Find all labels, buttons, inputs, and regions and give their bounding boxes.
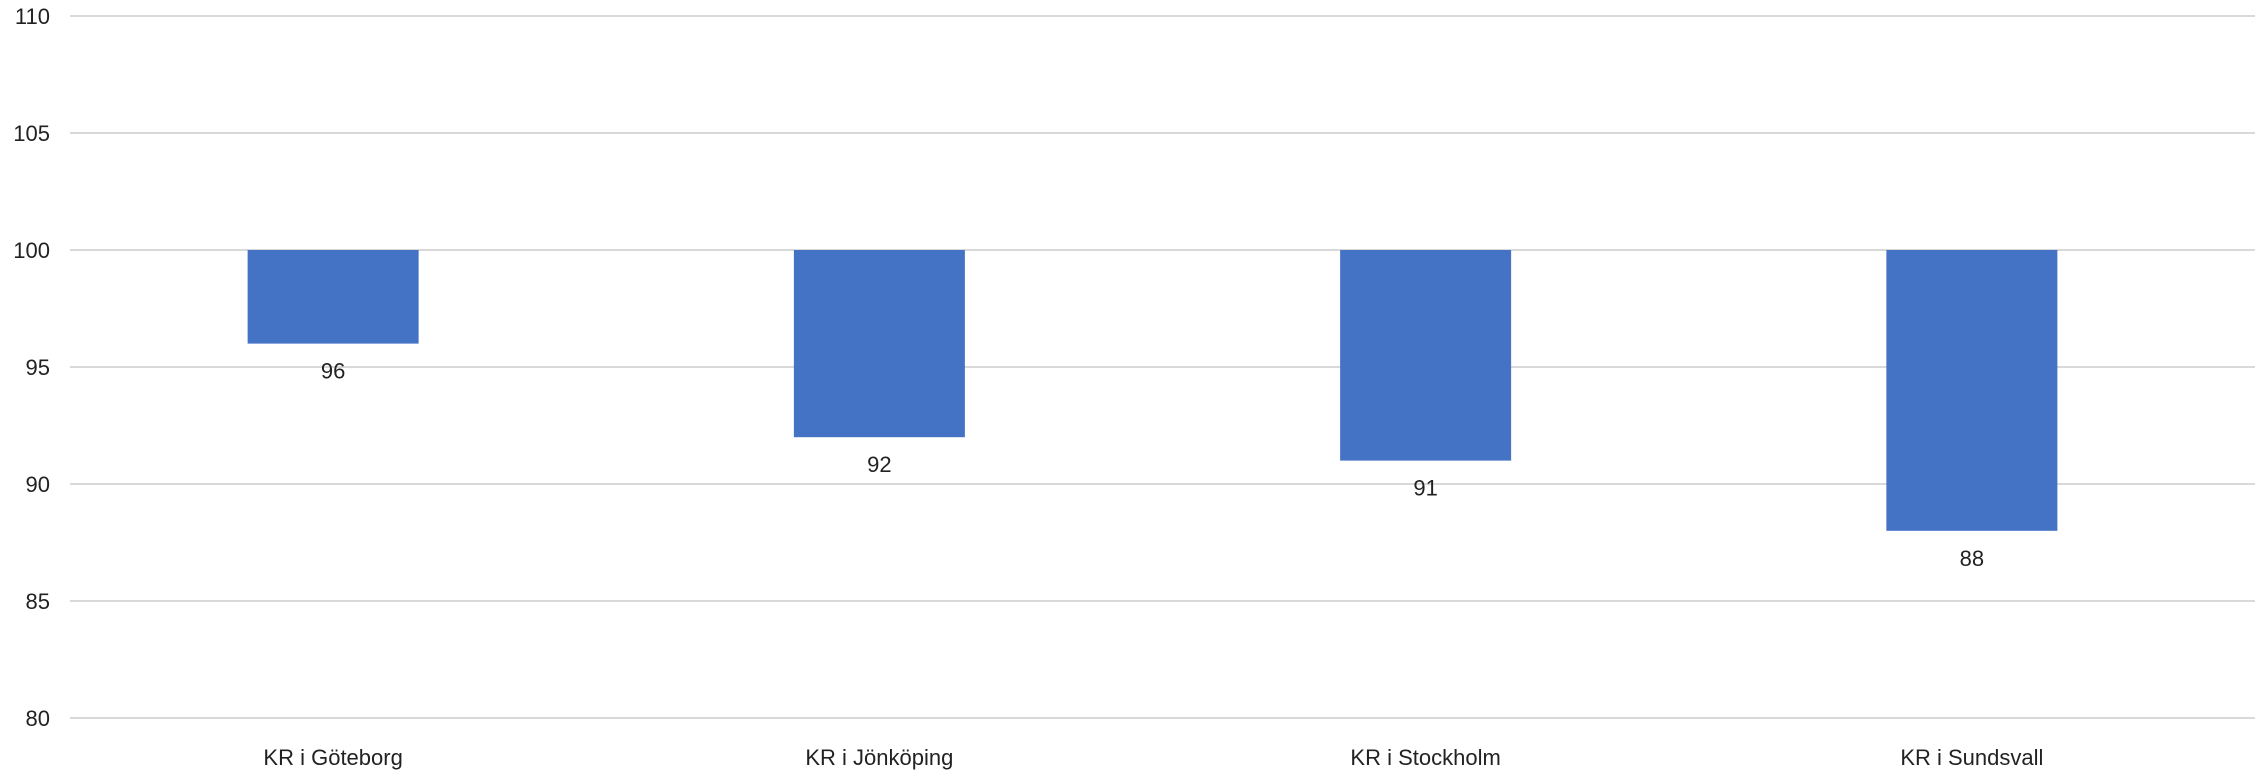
bar — [1886, 250, 2058, 531]
x-category-label: KR i Jönköping — [805, 745, 953, 770]
bar — [1340, 250, 1512, 461]
y-tick-label: 80 — [26, 706, 50, 731]
data-label: 96 — [321, 359, 345, 384]
data-label: 91 — [1413, 476, 1437, 501]
x-axis-category-labels: KR i Göteborg KR i Jönköping KR i Stockhol… — [263, 745, 2043, 770]
y-axis-tick-labels: 80 85 90 95 100 105 110 — [13, 4, 50, 731]
data-label: 92 — [867, 452, 891, 477]
bar — [247, 250, 419, 344]
gridlines — [70, 15, 2255, 719]
x-category-label: KR i Sundsvall — [1900, 745, 2043, 770]
bar — [793, 250, 965, 438]
y-tick-label: 105 — [13, 121, 50, 146]
y-tick-label: 110 — [15, 4, 50, 29]
bars — [247, 250, 2058, 531]
y-tick-label: 90 — [26, 472, 50, 497]
y-tick-label: 100 — [13, 238, 50, 263]
x-category-label: KR i Göteborg — [263, 745, 402, 770]
data-label: 88 — [1960, 546, 1984, 571]
y-tick-label: 95 — [26, 355, 50, 380]
y-tick-label: 85 — [26, 589, 50, 614]
data-labels: 96 92 91 88 — [321, 359, 1984, 571]
x-category-label: KR i Stockholm — [1350, 745, 1500, 770]
